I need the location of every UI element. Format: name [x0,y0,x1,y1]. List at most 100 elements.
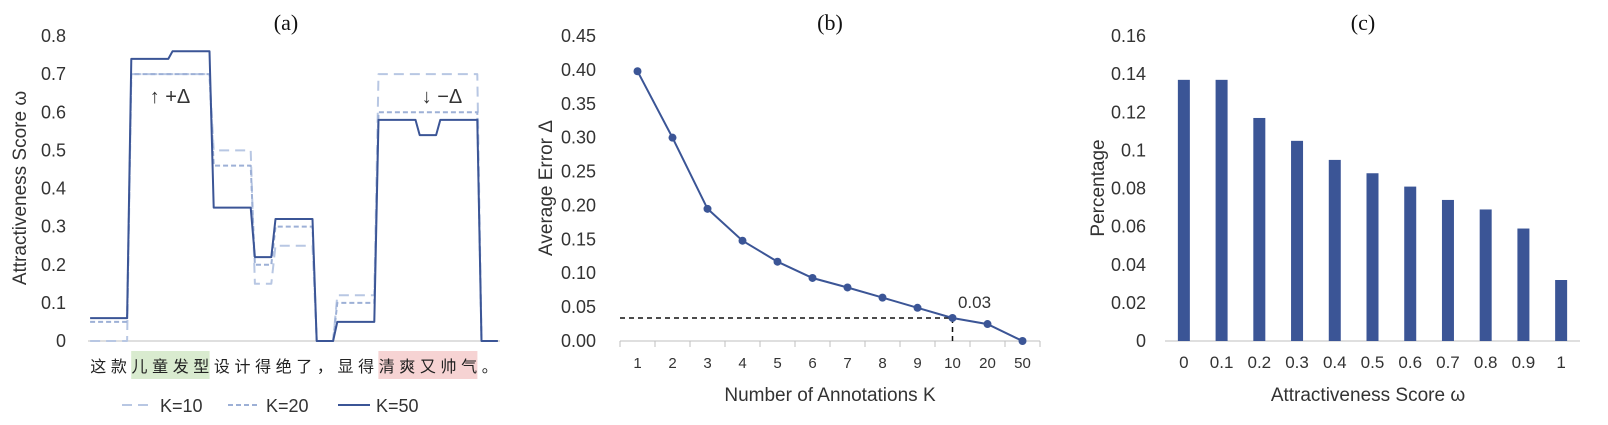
y-tick-label: 0.40 [561,60,596,80]
x-tick-label: 10 [944,355,961,372]
x-token-label: 清 [379,357,395,376]
series-line-k20 [90,73,498,342]
y-tick-label: 0.6 [41,102,66,122]
x-token-label: 款 [111,357,127,376]
y-tick-label: 0.16 [1111,26,1146,46]
x-token-label: ， [317,357,333,376]
y-tick-label: 0.35 [561,94,596,114]
panel-a-chart: (a) Attractiveness Score ω 0 0.1 0.2 0.3 0.4… [10,10,500,416]
panel-b-chart: (b) Average Error Δ Number of Annotation… [536,10,1041,406]
legend-label: K=50 [376,396,419,416]
x-token-label: 帅 [440,357,456,376]
panel-c-x-axis-label: Attractiveness Score ω [1271,385,1466,406]
percentage-bar [1441,199,1454,341]
x-tick-label: 5 [773,355,781,372]
y-tick-label: 0.10 [561,263,596,283]
error-point [878,293,887,302]
x-tick-label: 0.5 [1361,353,1385,372]
y-tick-label: 0.00 [561,331,596,351]
y-tick-label: 0.8 [41,26,66,46]
percentage-bar [1479,209,1492,341]
annotation-decrease: ↓ −Δ [422,86,463,108]
panel-b-y-axis-label: Average Error Δ [536,120,557,256]
panel-c-y-axis-label: Percentage [1088,139,1109,236]
x-tick-label: 8 [878,355,886,372]
x-tick-label: 0.2 [1247,353,1271,372]
y-tick-label: 0.5 [41,140,66,160]
y-tick-label: 0.30 [561,128,596,148]
y-tick-label: 0 [56,331,66,351]
annotation-increase: ↑ +Δ [150,86,191,108]
x-token-label: 童 [152,357,168,376]
x-token-label: 爽 [399,357,415,376]
series-line-k10 [90,73,498,342]
y-tick-label: 0.2 [41,255,66,275]
x-tick-label: 20 [979,355,996,372]
y-tick-label: 0.12 [1111,102,1146,122]
x-tick-label: 0 [1179,353,1188,372]
error-point [948,313,957,322]
highlight-red-box [378,351,478,379]
y-tick-label: 0.4 [41,179,66,199]
percentage-bar [1291,140,1304,341]
y-tick-label: 0.05 [561,297,596,317]
x-token-label: 发 [173,357,189,376]
x-tick-label: 0.6 [1398,353,1422,372]
y-tick-label: 0.15 [561,229,596,249]
x-token-label: 得 [358,357,374,376]
panel-a-y-axis-label: Attractiveness Score ω [10,91,31,286]
x-token-label: 计 [234,357,250,376]
y-tick-label: 0.3 [41,217,66,237]
percentage-bar [1404,186,1417,341]
x-tick-label: 0.9 [1512,353,1536,372]
panel-c-title: (c) [1351,10,1375,35]
series-line-k50 [90,50,498,342]
x-tick-label: 0.1 [1210,353,1234,372]
y-tick-label: 0.14 [1111,64,1146,84]
error-point [1018,337,1027,345]
y-tick-label: 0.08 [1111,179,1146,199]
x-tick-label: 7 [843,355,851,372]
percentage-bar [1215,79,1228,341]
y-tick-label: 0.06 [1111,217,1146,237]
panel-b-x-axis-label: Number of Annotations K [724,385,936,406]
panel-c-chart: (c) Percentage Attractiveness Score ω 0 0… [1088,10,1580,406]
error-point [913,303,922,312]
panel-b-title: (b) [817,10,843,35]
error-series-line [636,70,1023,342]
x-token-label: 气 [461,357,477,376]
x-token-label: 儿 [131,357,147,376]
x-tick-label: 1 [1556,353,1565,372]
x-token-label: 又 [420,357,436,376]
panel-a-title: (a) [274,10,298,35]
error-point [843,283,852,292]
percentage-bar [1366,173,1379,341]
error-point [738,236,747,245]
percentage-bar [1177,79,1190,341]
reference-value-label: 0.03 [958,293,991,312]
x-tick-label: 0.3 [1285,353,1309,372]
x-tick-label: 9 [913,355,921,372]
error-point [773,257,782,266]
percentage-bar [1555,280,1568,341]
x-tick-label: 0.4 [1323,353,1347,372]
y-tick-label: 0 [1136,331,1146,351]
error-point [703,204,712,213]
x-tick-label: 2 [668,355,676,372]
x-token-label: 了 [296,357,312,376]
x-tick-label: 0.8 [1474,353,1498,372]
y-tick-label: 0.7 [41,64,66,84]
x-tick-label: 4 [738,355,746,372]
error-point [668,133,677,142]
error-point [983,320,992,329]
y-tick-label: 0.04 [1111,255,1146,275]
percentage-bar [1517,228,1530,341]
x-token-label: 得 [255,357,271,376]
y-tick-label: 0.45 [561,26,596,46]
percentage-bar [1253,117,1266,341]
x-tick-label: 3 [703,355,711,372]
error-point [808,273,817,282]
x-tick-label: 50 [1014,355,1031,372]
y-tick-label: 0.1 [1121,140,1146,160]
